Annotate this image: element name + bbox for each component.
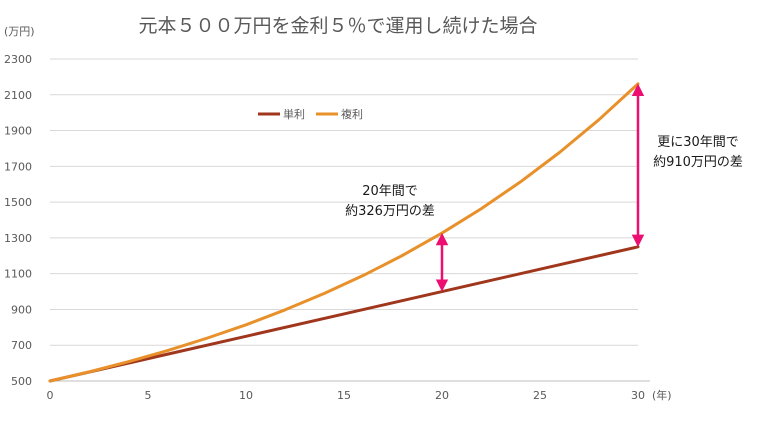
y-tick-labels: 500 700 900 1100 1300 1500 1700 1900 2100 2300	[4, 53, 32, 388]
x-tick-label: 30	[631, 389, 645, 402]
y-tick-label: 1100	[4, 268, 32, 281]
y-tick-label: 1300	[4, 232, 32, 245]
y-tick-label: 1700	[4, 160, 32, 173]
legend-label: 複利	[341, 107, 363, 121]
x-tick-label: 10	[239, 389, 253, 402]
annotation-label: 20年間で	[362, 184, 418, 199]
annotation-label: 約326万円の差	[345, 204, 435, 219]
x-tick-label: 25	[533, 389, 547, 402]
y-tick-label: 1500	[4, 196, 32, 209]
x-tick-label: 15	[337, 389, 351, 402]
series-line-複利	[48, 82, 640, 383]
x-tick-label: 0	[47, 389, 54, 402]
annotation-label: 約910万円の差	[653, 155, 743, 170]
legend-label: 単利	[283, 107, 305, 121]
y-tick-label: 1900	[4, 125, 32, 138]
x-tick-label: 5	[145, 389, 152, 402]
grid-lines	[50, 58, 650, 382]
x-axis-unit: (年)	[652, 388, 672, 402]
legend: 単利 複利	[258, 107, 363, 121]
y-tick-label: 700	[11, 339, 32, 352]
y-axis-unit: (万円)	[4, 25, 35, 38]
chart-title: 元本５００万円を金利５％で運用し続けた場合	[138, 15, 537, 37]
y-tick-label: 2300	[4, 53, 32, 66]
x-tick-label: 20	[435, 389, 449, 402]
x-tick-labels: 0 5 10 15 20 25 30	[47, 389, 646, 402]
y-tick-label: 500	[11, 375, 32, 388]
series-lines	[48, 82, 640, 383]
y-tick-label: 900	[11, 303, 32, 316]
series-line-単利	[48, 245, 640, 383]
y-tick-label: 2100	[4, 89, 32, 102]
annotation-label: 更に30年間で	[657, 135, 739, 150]
